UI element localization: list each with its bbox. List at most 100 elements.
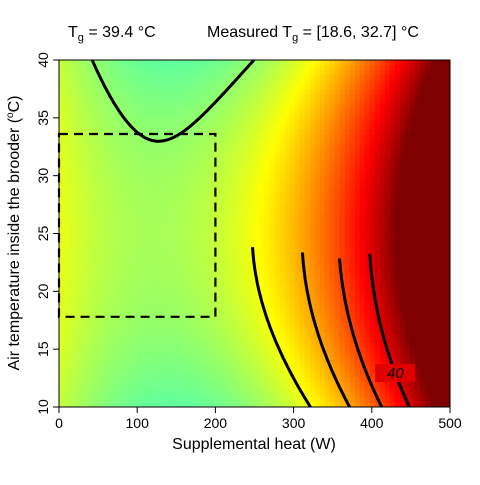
heatmap-cell [369,114,376,121]
heatmap-cell [414,104,421,111]
heatmap-cell [79,64,85,71]
heatmap-cell [114,268,120,274]
heatmap-cell [229,139,236,145]
heatmap-cell [89,273,95,279]
heatmap-cell [84,74,90,81]
heatmap-cell [69,60,75,66]
heatmap-cell [229,342,236,349]
heatmap-cell [224,278,231,284]
heatmap-cell [294,218,301,225]
heatmap-cell [219,268,226,274]
heatmap-cell [169,198,175,205]
heatmap-cell [154,362,160,368]
heatmap-cell [74,357,80,363]
heatmap-cell [59,357,65,363]
heatmap-cell [279,129,286,135]
heatmap-cell [194,317,200,324]
heatmap-cell [239,89,246,96]
heatmap-cell [309,124,316,130]
heatmap-cell [249,169,256,175]
heatmap-cell [309,84,316,91]
heatmap-cell [254,164,261,170]
heatmap-cell [329,253,336,259]
heatmap-cell [349,188,356,195]
heatmap-cell [284,198,291,205]
heatmap-cell [74,243,80,249]
heatmap-cell [64,94,70,101]
heatmap-cell [149,332,155,339]
heatmap-cell [184,233,190,240]
heatmap-cell [309,183,316,190]
heatmap-cell [59,99,65,106]
heatmap-cell [319,268,326,274]
heatmap-cell [204,297,210,304]
heatmap-cell [149,352,155,359]
heatmap-cell [394,188,401,195]
heatmap-cell [254,253,261,259]
heatmap-cell [214,387,221,393]
heatmap-cell [109,362,115,368]
heatmap-cell [409,387,416,393]
heatmap-cell [294,347,301,354]
heatmap-cell [74,362,80,368]
heatmap-cell [179,134,185,140]
heatmap-cell [69,79,75,86]
heatmap-cell [99,392,105,398]
heatmap-cell [249,307,256,314]
heatmap-cell [354,402,361,407]
heatmap-cell [349,159,356,165]
heatmap-cell [179,193,185,200]
heatmap-cell [329,397,336,403]
heatmap-cell [274,367,281,373]
heatmap-cell [109,64,115,71]
heatmap-cell [339,129,346,135]
heatmap-cell [214,134,221,140]
heatmap-cell [174,402,180,407]
heatmap-cell [99,307,105,314]
heatmap-cell [354,233,361,240]
heatmap-cell [334,263,341,269]
heatmap-cell [79,104,85,111]
heatmap-cell [219,402,226,407]
heatmap-cell [69,357,75,363]
heatmap-cell [254,327,261,334]
heatmap-cell [384,218,391,225]
heatmap-cell [294,79,301,86]
heatmap-cell [244,402,251,407]
heatmap-cell [69,74,75,81]
heatmap-cell [294,104,301,111]
heatmap-cell [394,238,401,245]
heatmap-cell [209,322,215,329]
heatmap-cell [409,154,416,160]
heatmap-cell [164,69,170,76]
heatmap-cell [74,178,80,185]
heatmap-cell [379,164,386,170]
heatmap-cell [409,198,416,205]
heatmap-cell [269,129,276,135]
heatmap-cell [264,183,271,190]
heatmap-cell [329,233,336,240]
heatmap-cell [144,317,150,324]
heatmap-cell [304,119,311,126]
heatmap-cell [74,347,80,354]
heatmap-cell [364,79,371,86]
heatmap-cell [414,79,421,86]
heatmap-cell [74,198,80,205]
heatmap-cell [84,268,90,274]
heatmap-cell [149,193,155,200]
heatmap-cell [254,337,261,344]
heatmap-cell [394,208,401,215]
heatmap-cell [189,362,195,368]
heatmap-cell [249,193,256,200]
heatmap-cell [254,193,261,200]
heatmap-cell [229,302,236,309]
heatmap-cell [214,382,221,388]
heatmap-cell [89,203,95,210]
heatmap-cell [84,144,90,150]
heatmap-cell [334,268,341,274]
heatmap-cell [384,248,391,254]
heatmap-cell [129,183,135,190]
heatmap-cell [299,99,306,106]
heatmap-cell [179,253,185,259]
heatmap-cell [104,124,110,130]
